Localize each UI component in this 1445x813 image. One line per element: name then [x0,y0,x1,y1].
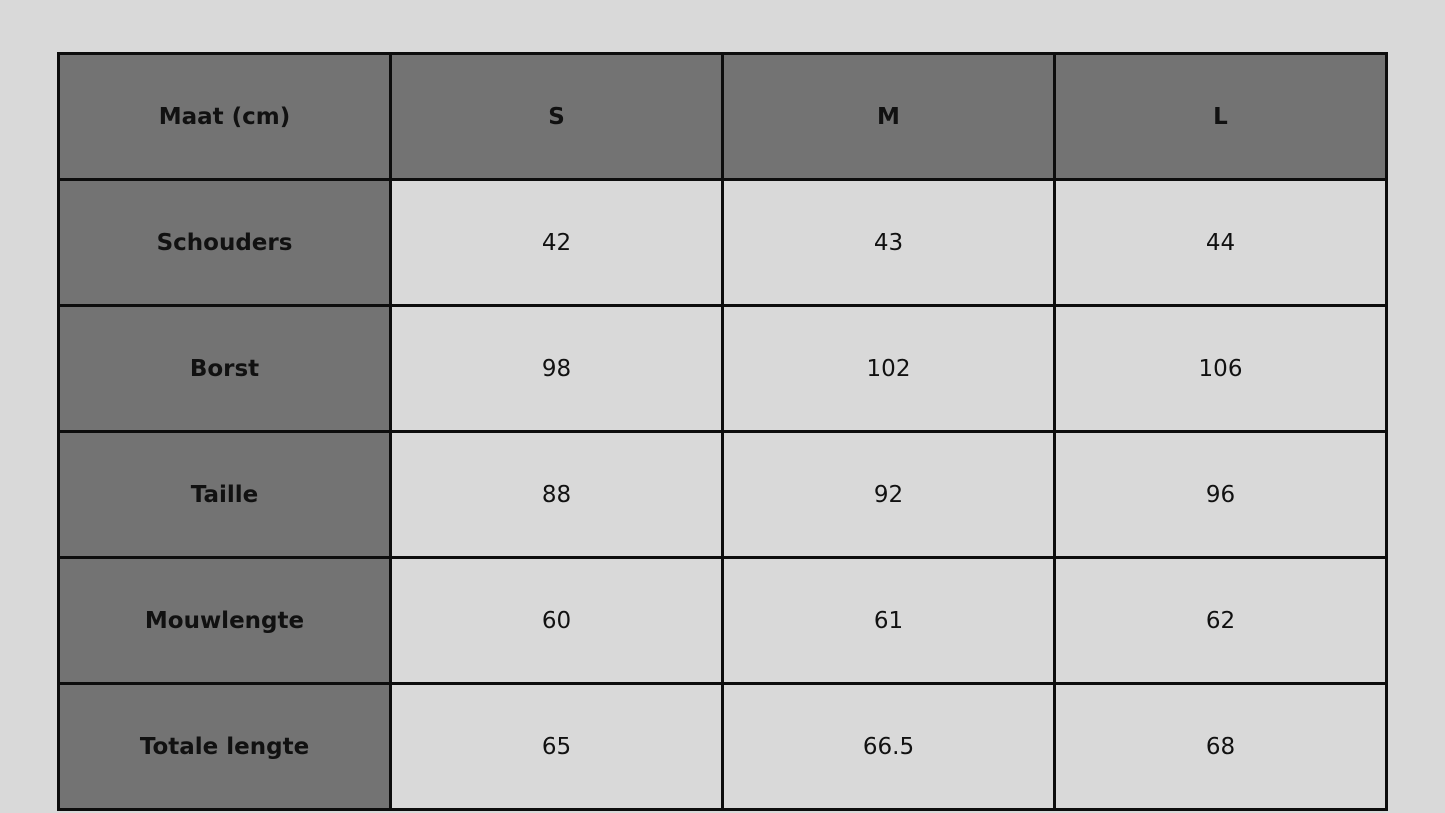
row-label: Schouders [57,178,392,307]
table-cell: 43 [721,178,1056,307]
table-cell: 96 [1053,430,1388,559]
table-cell: 98 [389,304,724,433]
table-row: Borst 98 102 106 [57,304,1388,433]
table-cell: 61 [721,556,1056,685]
header-cell: S [389,52,724,181]
table-cell: 62 [1053,556,1388,685]
table-cell: 92 [721,430,1056,559]
table-row: Schouders 42 43 44 [57,178,1388,307]
table-row: Mouwlengte 60 61 62 [57,556,1388,685]
table-row: Taille 88 92 96 [57,430,1388,559]
table-cell: 65 [389,682,724,811]
row-label: Taille [57,430,392,559]
table-cell: 102 [721,304,1056,433]
size-chart-table: Maat (cm) S M L Schouders 42 43 44 Borst… [57,52,1388,811]
header-row: Maat (cm) S M L [57,52,1388,181]
row-label: Totale lengte [57,682,392,811]
table-row: Totale lengte 65 66.5 68 [57,682,1388,811]
header-cell: L [1053,52,1388,181]
row-label: Borst [57,304,392,433]
row-label: Mouwlengte [57,556,392,685]
table-cell: 106 [1053,304,1388,433]
header-cell: Maat (cm) [57,52,392,181]
header-cell: M [721,52,1056,181]
table-cell: 60 [389,556,724,685]
table-cell: 68 [1053,682,1388,811]
table-cell: 44 [1053,178,1388,307]
table-cell: 66.5 [721,682,1056,811]
table-cell: 88 [389,430,724,559]
table-cell: 42 [389,178,724,307]
